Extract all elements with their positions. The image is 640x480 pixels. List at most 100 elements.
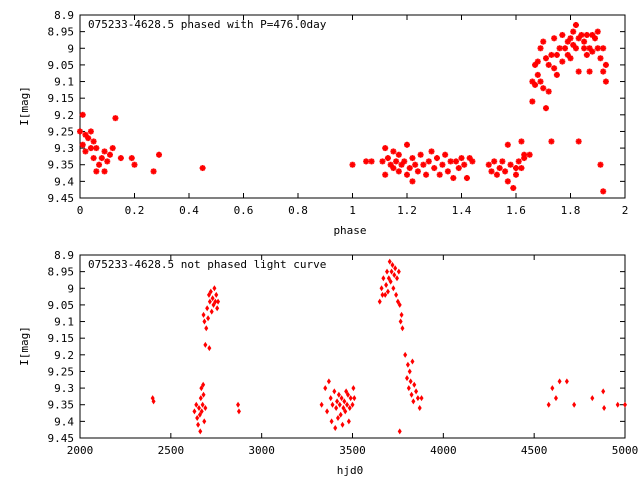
data-point [211,301,216,308]
data-point [131,161,138,168]
data-point [330,401,335,408]
data-point [109,145,116,152]
y-tick-label: 9.15 [48,92,75,105]
data-point [87,128,94,135]
data-point [194,401,199,408]
data-point [336,391,341,398]
data-point [540,38,547,45]
data-point [390,261,395,268]
data-point [540,85,547,92]
data-point [419,395,424,402]
data-point [395,298,400,305]
data-point [414,168,421,175]
data-point [385,288,390,295]
x-tick-label: 1.2 [397,204,417,217]
data-point [79,141,86,148]
data-point [151,398,156,405]
y-tick-label: 9.3 [54,142,74,155]
x-tick-label: 4500 [521,444,548,457]
data-point [510,185,517,192]
data-point [493,171,500,178]
y-tick-label: 8.9 [54,249,74,262]
data-point [343,408,348,415]
data-point [93,145,100,152]
data-point [575,35,582,42]
data-point [201,311,206,318]
x-axis-label: phase [333,224,366,237]
data-point [401,158,408,165]
data-point [496,165,503,172]
chart-title: 075233-4628.5 phased with P=476.0day [88,18,327,31]
data-point [564,378,569,385]
data-point [513,165,519,172]
data-point [395,168,402,175]
data-point [345,401,350,408]
data-point [332,388,337,395]
y-tick-label: 8.95 [48,266,75,279]
y-tick-label: 9.05 [48,299,75,312]
data-point [340,421,345,428]
y-tick-label: 9.05 [48,59,75,72]
data-point [101,148,108,155]
data-point [209,308,214,315]
data-point [196,421,201,428]
data-point [381,275,386,282]
data-point [384,155,391,162]
data-point [382,171,389,178]
data-point [553,51,560,58]
data-point [82,148,89,155]
data-point [589,48,596,55]
data-point [601,388,606,395]
y-tick-label: 9.3 [54,382,74,395]
data-point [112,115,119,122]
data-point [583,51,590,58]
x-tick-label: 1 [349,204,356,217]
y-tick-label: 9.25 [48,125,75,138]
data-point [562,45,569,52]
data-point [380,291,385,298]
data-point [548,138,555,145]
data-point [485,161,492,168]
x-tick-label: 1.8 [561,204,581,217]
y-tick-label: 9.45 [48,432,75,445]
data-point [344,388,349,395]
data-point [551,65,558,72]
data-point [200,401,205,408]
data-point [406,385,411,392]
y-tick-label: 9.4 [54,175,74,188]
data-point [404,171,410,178]
data-point [499,158,506,165]
data-point [388,278,393,285]
data-point [570,28,577,35]
data-point [385,268,390,275]
data-point [319,401,324,408]
data-point [192,408,197,415]
y-tick-label: 9.25 [48,365,75,378]
data-point [551,35,558,42]
data-point [391,285,396,292]
data-point [337,401,342,408]
x-tick-label: 2 [622,204,629,217]
data-point [339,395,344,402]
data-point [559,31,566,38]
data-point [542,55,549,62]
data-point [442,151,449,158]
data-point [349,161,356,168]
data-point [236,401,241,408]
data-point [96,161,103,168]
data-point [436,171,443,178]
data-point [395,275,400,282]
data-point [77,128,83,135]
data-point [383,291,388,298]
data-point [420,161,427,168]
data-point [550,385,555,392]
x-tick-label: 0.2 [125,204,145,217]
data-point [600,45,607,52]
data-point [615,401,620,408]
data-point [348,395,353,402]
data-point [518,138,525,145]
data-point [335,398,340,405]
chart-title: 075233-4628.5 not phased light curve [88,258,326,271]
data-point [412,161,419,168]
data-point [548,51,555,58]
